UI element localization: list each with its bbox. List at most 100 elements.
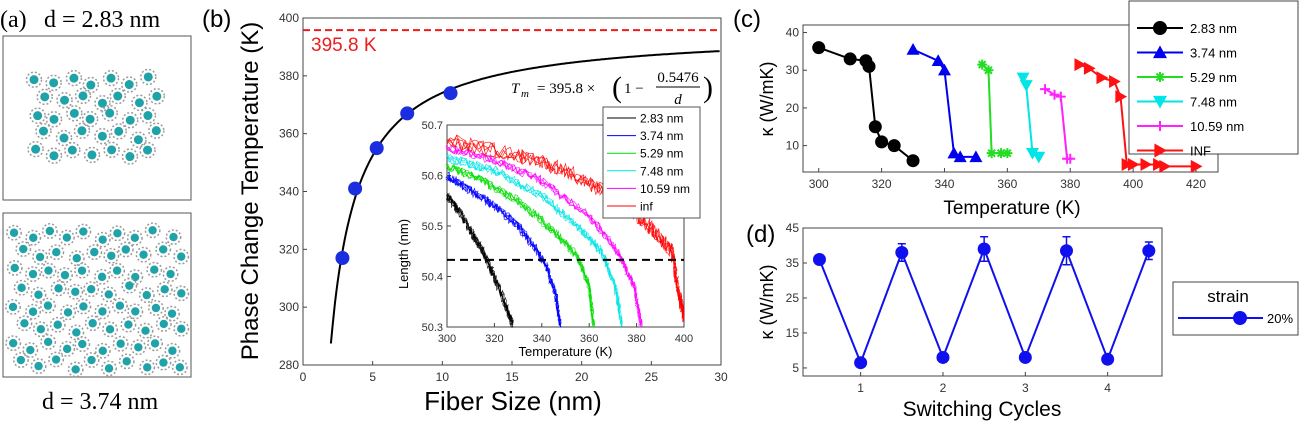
b-y-tick-label: 400: [279, 11, 299, 25]
d-x-axis-label: Switching Cycles: [903, 398, 1062, 421]
molecule-core: [104, 290, 113, 299]
molecule-core: [113, 229, 122, 238]
c-x-tick-label: 380: [1060, 177, 1080, 191]
molecule-shell: [139, 141, 156, 159]
fiber-molecule: [15, 241, 32, 258]
molecule-core: [60, 270, 70, 280]
d-series-line: [818, 246, 1150, 366]
molecule-core: [124, 320, 133, 329]
molecule-shell: [102, 321, 118, 338]
d-x-tick-label: 1: [857, 381, 864, 395]
d-y-tick-label: 35: [786, 256, 800, 270]
b-x-tick-label: 25: [645, 370, 659, 384]
molecule-shell: [16, 315, 33, 332]
fiber-molecule: [110, 123, 127, 140]
c-series: [906, 43, 983, 163]
molecule-core: [159, 319, 168, 329]
molecule-core: [97, 131, 107, 141]
inset-y-tick-label: 50.3: [422, 322, 443, 334]
marker-circle: [906, 154, 920, 168]
fiber-molecule: [148, 88, 166, 105]
molecule-shell: [173, 248, 190, 265]
molecule-core: [78, 91, 88, 101]
inset-x-tick-label: 380: [627, 333, 645, 345]
fiber-molecule: [81, 110, 99, 128]
molecule-core: [43, 337, 53, 347]
formula-one: 1 −: [624, 81, 644, 97]
fiber-molecule: [25, 303, 41, 320]
molecule-core: [159, 245, 168, 254]
fiber-molecule: [121, 277, 138, 294]
marker-plus: [1065, 153, 1076, 164]
fiber-molecule: [101, 104, 118, 122]
marker-triangle-right: [1154, 143, 1167, 158]
fiber-molecule: [22, 342, 39, 359]
molecule-core: [72, 328, 81, 337]
marker-triangle-right: [1159, 159, 1172, 173]
fiber-molecule: [165, 229, 182, 245]
marker-plus: [1049, 89, 1060, 100]
molecule-core: [167, 309, 177, 318]
inset-x-tick-label: 340: [533, 333, 551, 345]
b-y-tick-label: 340: [279, 185, 299, 199]
molecule-shell: [94, 342, 111, 359]
marker-triangle-down: [1153, 95, 1167, 109]
formula-rhs: = 395.8 ×: [537, 81, 595, 97]
c-series: [812, 41, 920, 168]
molecule-core: [79, 302, 88, 311]
b-y-tick-label: 380: [279, 69, 299, 83]
molecule-shell: [94, 231, 111, 248]
c-x-tick-label: 420: [1186, 177, 1206, 191]
molecule-core: [85, 114, 95, 124]
fiber-molecule: [27, 140, 44, 158]
c-y-tick-label: 40: [786, 26, 800, 40]
inset-series-line: [447, 156, 623, 325]
molecule-core: [121, 245, 130, 254]
molecule-shell: [86, 244, 103, 261]
fiber-molecule: [45, 147, 63, 164]
molecule-core: [143, 111, 153, 121]
molecule-shell: [30, 358, 47, 375]
fiber-molecule: [111, 297, 128, 314]
molecule-core: [150, 339, 160, 348]
marker-triangle-right: [1153, 157, 1165, 171]
b-y-tick-label: 360: [279, 127, 299, 141]
molecule-shell: [67, 283, 84, 300]
molecule-shell: [75, 298, 92, 315]
d-x-tick-label: 2: [940, 381, 947, 395]
c-x-tick-label: 400: [1123, 177, 1143, 191]
marker-triangle-right: [1096, 71, 1109, 85]
molecule-core: [34, 361, 43, 371]
molecule-shell: [140, 68, 157, 86]
bottom-caption: d = 3.74 nm: [42, 389, 159, 415]
molecule-shell: [173, 285, 190, 302]
fiber-molecule: [83, 281, 100, 298]
fiber-molecule: [60, 304, 76, 321]
molecule-shell: [147, 335, 163, 352]
fiber-molecule: [56, 91, 73, 109]
molecule-shell: [139, 359, 156, 376]
molecule-core: [143, 363, 152, 372]
inset-y-tick-label: 50.7: [422, 120, 443, 132]
molecule-shell: [120, 316, 137, 333]
marker-triangle-up: [931, 54, 945, 67]
marker-plus: [1155, 121, 1165, 131]
molecule-core: [86, 284, 96, 294]
fiber-molecule: [102, 69, 120, 87]
fiber-molecule: [102, 321, 118, 338]
fiber-molecule: [164, 305, 180, 322]
fiber-molecule: [138, 287, 155, 304]
c-series-line: [981, 63, 1008, 155]
fiber-molecule: [127, 303, 144, 320]
inset-series-line: [447, 195, 514, 328]
c-x-tick-label: 340: [934, 177, 954, 191]
fiber-molecule: [64, 141, 81, 159]
molecule-shell: [30, 286, 47, 303]
fiber-molecule: [39, 297, 56, 314]
fiber-molecule: [57, 267, 73, 284]
molecule-shell: [118, 353, 135, 370]
marker-circle: [875, 135, 889, 149]
fiber-molecule: [144, 222, 161, 239]
marker-star: [983, 65, 994, 76]
formula-paren-open: (: [612, 71, 622, 104]
